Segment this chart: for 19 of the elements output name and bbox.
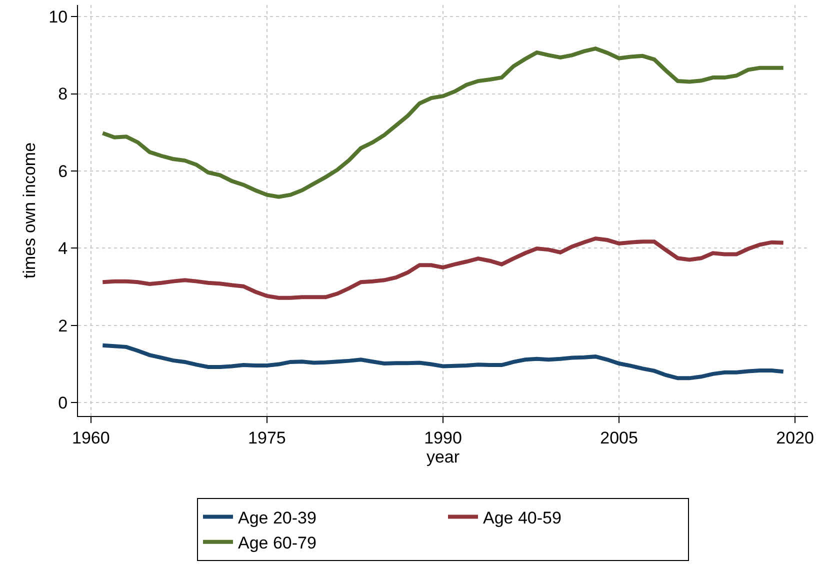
- y-tick-label: 8: [58, 84, 68, 104]
- legend-label: Age 60-79: [238, 533, 316, 552]
- x-tick-label: 2005: [600, 428, 638, 448]
- legend-label: Age 20-39: [238, 508, 316, 528]
- y-tick-label: 0: [58, 393, 68, 412]
- x-tick-label: 1960: [72, 428, 110, 448]
- line-series: [100, 46, 786, 199]
- line-series: [100, 343, 786, 380]
- x-tick-label: 1975: [248, 428, 286, 448]
- y-tick-label: 10: [48, 8, 68, 27]
- line-series: [100, 236, 786, 300]
- x-axis-title: year: [426, 447, 460, 466]
- y-tick-label: 6: [58, 162, 68, 181]
- legend-label: Age 40-59: [483, 508, 562, 528]
- x-tick-label: 2020: [776, 428, 814, 448]
- y-axis-title: times own income: [20, 142, 40, 279]
- y-tick-label: 4: [58, 239, 68, 258]
- x-tick-label: 1990: [424, 428, 462, 448]
- y-tick-label: 2: [58, 316, 68, 336]
